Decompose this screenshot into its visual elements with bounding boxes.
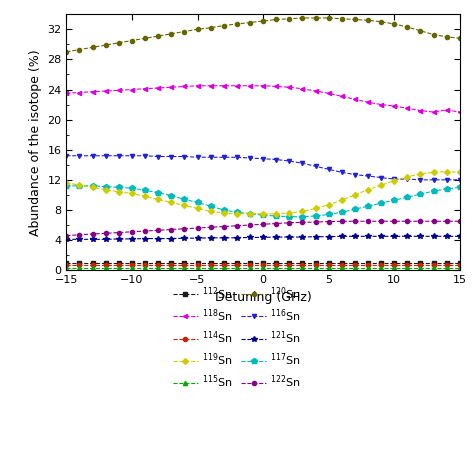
Y-axis label: Abundance of the isotope (%): Abundance of the isotope (%) — [29, 49, 42, 236]
Legend: $^{112}$Sn, $^{118}$Sn, $^{114}$Sn, $^{119}$Sn, $^{115}$Sn, $^{120}$Sn, $^{116}$: $^{112}$Sn, $^{118}$Sn, $^{114}$Sn, $^{1… — [169, 281, 305, 394]
X-axis label: Detuning (GHz): Detuning (GHz) — [215, 291, 311, 303]
